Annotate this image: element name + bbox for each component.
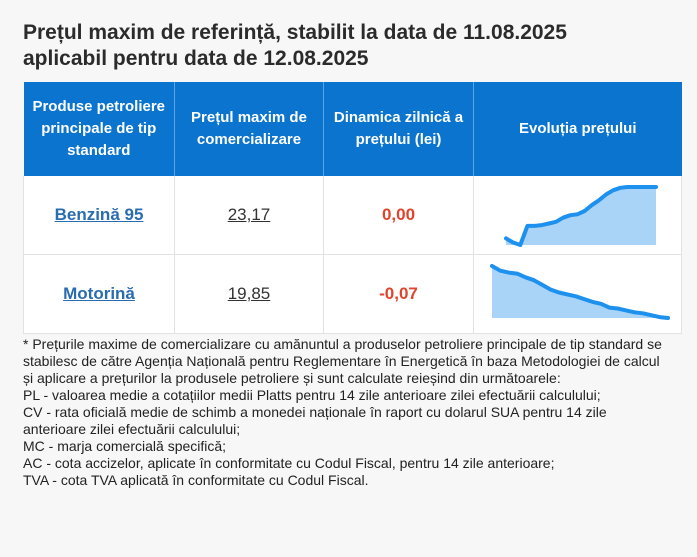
- product-link-benzina-95[interactable]: Benzină 95: [54, 205, 144, 224]
- footnote-ac: AC - cota accizelor, aplicate în conform…: [23, 455, 555, 471]
- table-row: Benzină 95 23,17 0,00: [23, 176, 682, 255]
- footnote-pl: PL - valoarea medie a cotațiilor medii P…: [23, 387, 601, 403]
- price-cell: 19,85: [174, 254, 324, 334]
- title-line-1: Prețul maxim de referință, stabilit la d…: [23, 21, 567, 44]
- footnote-intro: * Prețurile maxime de comercializare cu …: [23, 336, 662, 386]
- title-line-2: aplicabil pentru data de 12.08.2025: [23, 47, 369, 70]
- header-price-evolution: Evoluția prețului: [473, 82, 682, 176]
- price-cell: 23,17: [174, 176, 324, 255]
- table-header-row: Produse petroliere principale de tip sta…: [23, 82, 682, 176]
- table-row: Motorină 19,85 -0,07: [23, 254, 682, 334]
- price-link-benzina-95[interactable]: 23,17: [227, 205, 271, 224]
- evolution-cell: [473, 176, 682, 255]
- product-link-motorina[interactable]: Motorină: [63, 284, 135, 303]
- product-cell: Benzină 95: [23, 176, 175, 255]
- header-products: Produse petroliere principale de tip sta…: [23, 82, 175, 176]
- sparkline-motorina: [489, 264, 670, 320]
- footnote-mc: MC - marja comercială specifică;: [23, 438, 227, 454]
- price-link-motorina[interactable]: 19,85: [227, 284, 271, 303]
- change-value: 0,00: [381, 205, 416, 224]
- sparkline-line: [503, 185, 658, 247]
- header-daily-change: Dinamica zilnică a prețului (lei): [323, 82, 474, 176]
- footnotes: * Prețurile maxime de comercializare cu …: [23, 336, 673, 489]
- product-cell: Motorină: [23, 254, 175, 334]
- header-max-price: Prețul maxim de comercializare: [174, 82, 324, 176]
- sparkline-benzina-95: [503, 185, 658, 247]
- page-title: Prețul maxim de referință, stabilit la d…: [23, 20, 673, 72]
- price-table: Produse petroliere principale de tip sta…: [23, 82, 682, 334]
- sparkline-area: [505, 187, 656, 245]
- change-cell: 0,00: [323, 176, 474, 255]
- evolution-cell: [473, 254, 682, 334]
- footnote-tva: TVA - cota TVA aplicată în conformitate …: [23, 472, 369, 488]
- sparkline-area: [491, 266, 668, 318]
- change-value: -0,07: [379, 284, 418, 303]
- change-cell: -0,07: [323, 254, 474, 334]
- footnote-cv: CV - rata oficială medie de schimb a mon…: [23, 404, 607, 437]
- sparkline-line: [489, 264, 670, 320]
